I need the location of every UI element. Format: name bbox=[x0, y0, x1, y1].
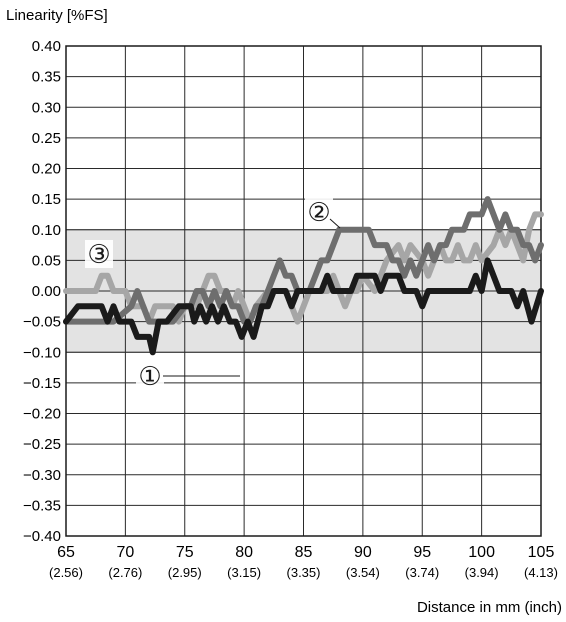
callout-label-2: ② bbox=[307, 198, 330, 228]
callout-leader-2 bbox=[329, 218, 341, 229]
x-tick-label: 65 bbox=[57, 544, 75, 561]
x-tick-label-inch: (2.56) bbox=[49, 565, 83, 580]
callout-3: ③ bbox=[85, 240, 113, 270]
x-tick-label-inch: (2.95) bbox=[168, 565, 202, 580]
x-axis-label: Distance in mm (inch) bbox=[417, 599, 562, 616]
y-tick-label: 0.40 bbox=[32, 38, 61, 55]
y-tick-label: 0.05 bbox=[32, 252, 61, 269]
x-tick-label: 75 bbox=[176, 544, 194, 561]
y-tick-label: −0.25 bbox=[23, 436, 61, 453]
y-tick-label: 0.25 bbox=[32, 130, 61, 147]
x-tick-label: 105 bbox=[528, 544, 555, 561]
x-tick-label-inch: (3.15) bbox=[227, 565, 261, 580]
x-tick-label: 80 bbox=[235, 544, 253, 561]
callout-label-3: ③ bbox=[87, 240, 110, 270]
y-tick-label: 0.20 bbox=[32, 161, 61, 178]
axis-layer: 0.40 0.35 0.30 0.25 0.20 0.15 0.10 0.05 0.00 −0.0… bbox=[23, 38, 558, 580]
y-tick-label: −0.30 bbox=[23, 467, 61, 484]
y-tick-label: −0.15 bbox=[23, 375, 61, 392]
x-tick-label-inch: (2.76) bbox=[108, 565, 142, 580]
y-tick-label: −0.20 bbox=[23, 406, 61, 423]
y-tick-label: 0.15 bbox=[32, 191, 61, 208]
x-tick-label-inch: (3.54) bbox=[346, 565, 380, 580]
y-tick-label: 0.10 bbox=[32, 222, 61, 239]
callout-label-1: ① bbox=[138, 362, 161, 392]
y-tick-label: 0.30 bbox=[32, 99, 61, 116]
y-tick-label: −0.10 bbox=[23, 344, 61, 361]
x-tick-label-inch: (3.94) bbox=[465, 565, 499, 580]
y-axis-label: Linearity [%FS] bbox=[6, 7, 108, 24]
y-tick-label: −0.05 bbox=[23, 314, 61, 331]
y-tick-label: 0.35 bbox=[32, 69, 61, 86]
callout-2: ② bbox=[305, 198, 341, 229]
x-tick-label-inch: (3.74) bbox=[405, 565, 439, 580]
x-tick-label: 90 bbox=[354, 544, 372, 561]
y-tick-label: −0.35 bbox=[23, 497, 61, 514]
x-tick-label: 85 bbox=[295, 544, 313, 561]
x-tick-label: 100 bbox=[468, 544, 495, 561]
series-layer bbox=[63, 196, 544, 356]
x-tick-label-inch: (3.35) bbox=[287, 565, 321, 580]
y-tick-label: 0.00 bbox=[32, 283, 61, 300]
series-line-1 bbox=[63, 257, 544, 356]
x-tick-label: 70 bbox=[116, 544, 134, 561]
callout-1: ① bbox=[136, 362, 240, 392]
x-tick-label: 95 bbox=[413, 544, 431, 561]
y-tick-label: −0.40 bbox=[23, 528, 61, 545]
x-tick-label-inch: (4.13) bbox=[524, 565, 558, 580]
annotation-layer: ① ② ③ bbox=[85, 198, 341, 392]
series-line-2 bbox=[63, 196, 544, 325]
